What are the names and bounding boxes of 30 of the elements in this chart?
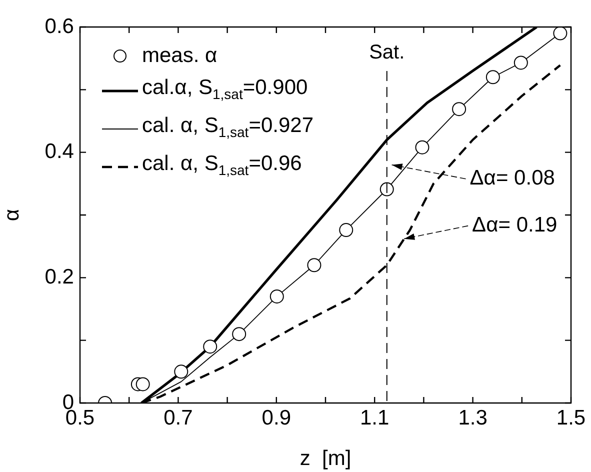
point [232, 327, 246, 342]
point [514, 56, 528, 70]
point [452, 102, 466, 116]
point [339, 223, 354, 238]
legend-label: cal.α, S$_{1,sat}$=0.900 [142, 75, 308, 104]
legend-label: cal. α, S$_{1,sat}$=0.927 [142, 113, 314, 142]
x-tick-label: 1.3 [458, 406, 488, 430]
legend-label: cal. α, S$_{1,sat}$=0.96 [142, 151, 302, 181]
ref-line-label: Sat. [369, 42, 405, 64]
point [270, 289, 284, 304]
point [203, 340, 218, 354]
y-tick-label: 0.2 [44, 265, 74, 288]
x-tick-label: 0.9 [262, 406, 291, 430]
point [486, 70, 500, 84]
x-axis-title: z [m] [300, 447, 352, 470]
x-tick-label: 0.7 [164, 406, 193, 430]
y-axis-title: α [0, 208, 24, 222]
y-tick-label: 0.4 [44, 140, 74, 164]
point [174, 364, 188, 379]
annotation: Δα= 0.19 [472, 214, 558, 237]
point [307, 258, 322, 272]
annotation: Δα= 0.08 [470, 166, 555, 190]
point [415, 140, 430, 154]
point [380, 182, 394, 196]
legend-label: meas. α [142, 43, 218, 69]
point [136, 377, 150, 392]
y-tick-label: 0.6 [44, 14, 74, 38]
x-tick-label: 1.1 [360, 406, 390, 430]
point [553, 27, 568, 40]
x-tick-label: 1.5 [556, 406, 586, 430]
